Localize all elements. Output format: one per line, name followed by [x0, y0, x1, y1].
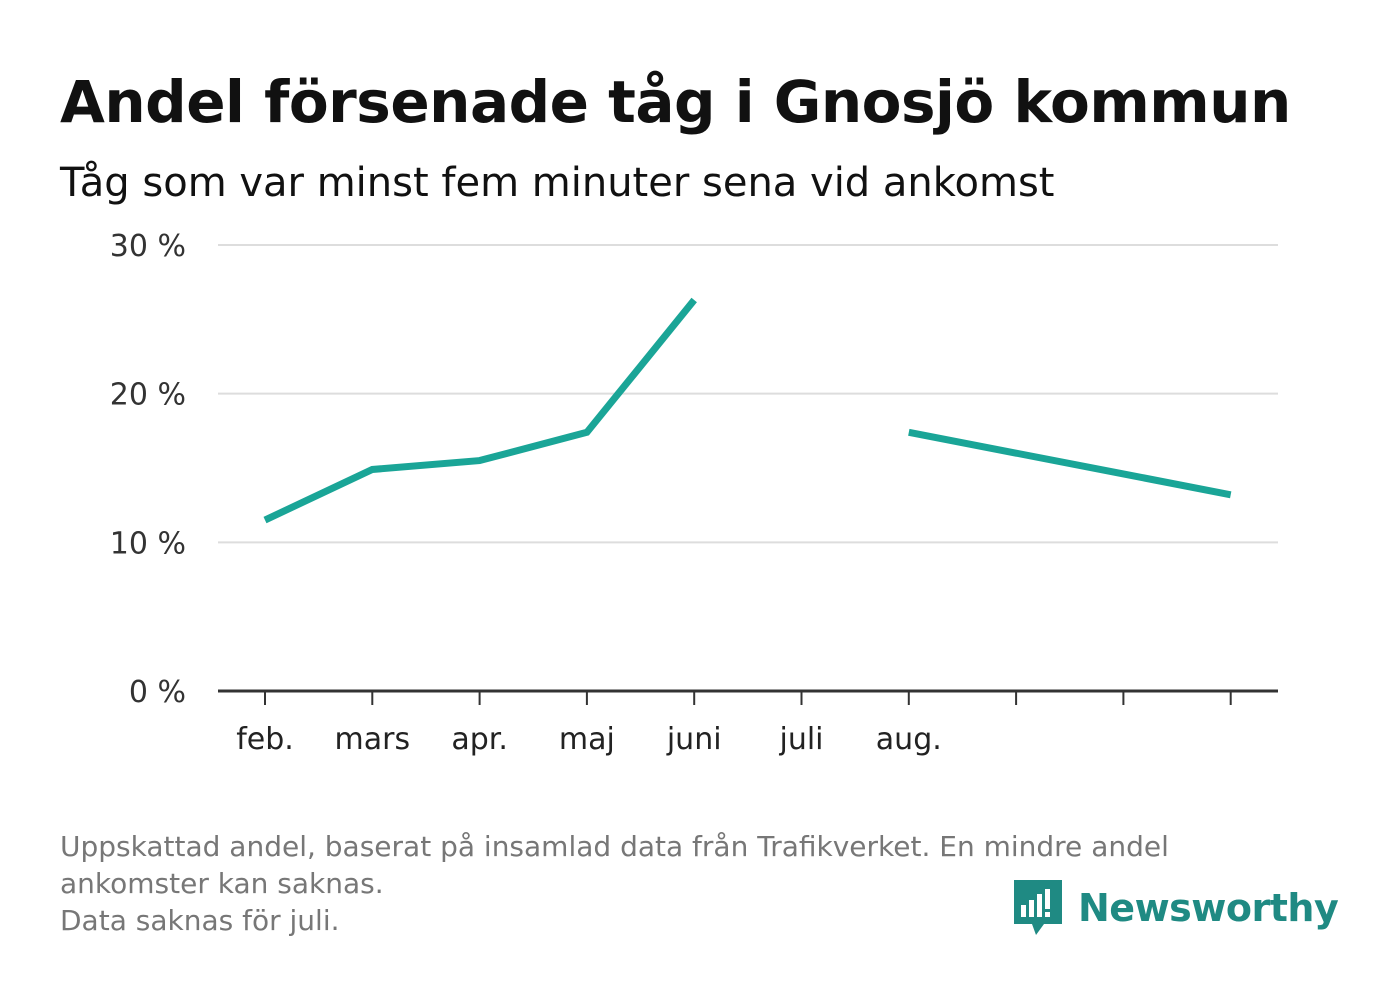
- newsworthy-logo: Newsworthy: [1012, 878, 1339, 938]
- footnote-line-2: ankomster kan saknas.: [60, 867, 384, 900]
- gridlines: [218, 244, 1278, 544]
- y-tick-label: 0 %: [129, 675, 186, 710]
- y-tick-label: 20 %: [110, 378, 186, 413]
- x-tick-label: mars: [335, 722, 411, 757]
- x-tick-label: feb.: [236, 722, 294, 757]
- footnote-line-1: Uppskattad andel, baserat på insamlad da…: [60, 830, 1169, 863]
- chart-subtitle: Tåg som var minst fem minuter sena vid a…: [60, 160, 1055, 206]
- data-series: [263, 297, 1232, 524]
- line-chart: 0 % 10 % 20 % 30 % feb. mars apr. maj juni juli a…: [110, 229, 1278, 757]
- newsworthy-logo-icon: [1014, 880, 1062, 935]
- series-line: [908, 428, 1232, 499]
- y-tick-label: 30 %: [110, 229, 186, 264]
- x-tick-label: juli: [778, 722, 823, 757]
- x-tick-label: maj: [559, 722, 615, 757]
- y-tick-label: 10 %: [110, 526, 186, 561]
- y-axis-labels: 0 % 10 % 20 % 30 %: [110, 229, 186, 710]
- x-axis-ticks: feb. mars apr. maj juni juli aug.: [236, 691, 1232, 757]
- brand-name: Newsworthy: [1078, 886, 1339, 930]
- x-tick-label: apr.: [451, 722, 508, 757]
- footnote: Uppskattad andel, baserat på insamlad da…: [60, 828, 1169, 939]
- footnote-line-3: Data saknas för juli.: [60, 904, 340, 937]
- x-tick-label: aug.: [876, 722, 942, 757]
- chart-title: Andel försenade tåg i Gnosjö kommun: [60, 68, 1291, 136]
- x-tick-label: juni: [666, 722, 722, 757]
- series-line: [263, 297, 697, 524]
